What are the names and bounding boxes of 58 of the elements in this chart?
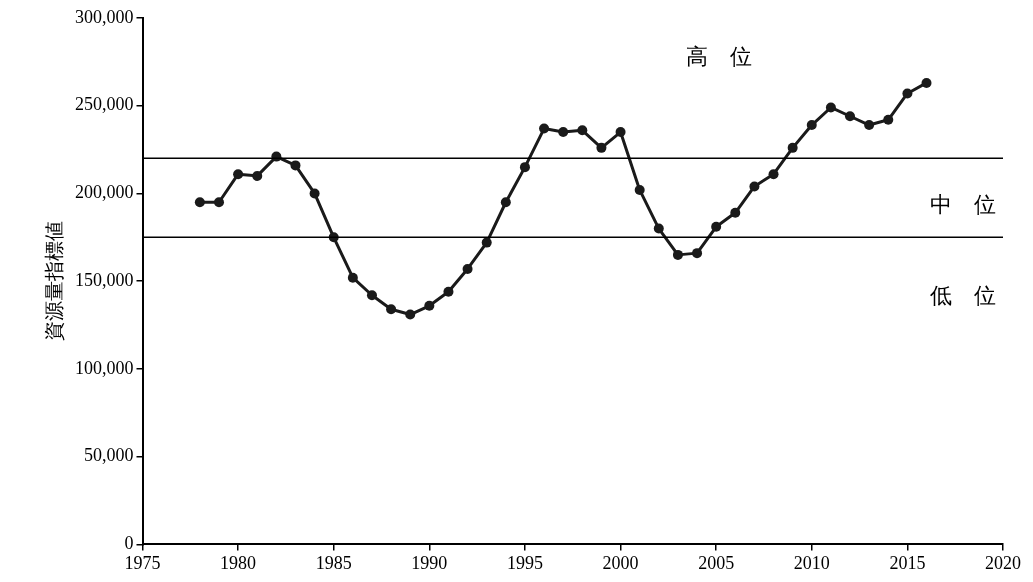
x-tick-label: 2005 [698, 552, 735, 573]
point [672, 249, 683, 260]
y-tick-label: 100,000 [75, 357, 134, 378]
x-tick-label: 2020 [985, 552, 1021, 573]
point [194, 197, 205, 208]
point [596, 142, 607, 153]
point [653, 223, 664, 234]
point [213, 197, 224, 208]
point [481, 237, 492, 248]
y-tick-label: 300,000 [75, 6, 134, 27]
point [539, 123, 550, 134]
point [500, 197, 511, 208]
y-tick-label: 250,000 [75, 94, 134, 115]
point [845, 111, 856, 122]
point [233, 169, 244, 180]
x-tick-label: 1980 [220, 552, 257, 573]
annotation: 低 位 [930, 283, 996, 309]
x-tick-label: 1975 [124, 552, 161, 573]
point [730, 207, 741, 218]
annotation: 高 位 [686, 43, 753, 69]
point [577, 125, 588, 136]
point [902, 88, 913, 99]
y-tick-label: 200,000 [75, 182, 134, 203]
x-tick-label: 2015 [889, 552, 926, 573]
point [692, 248, 703, 259]
annotation: 中 位 [930, 191, 996, 217]
point [405, 309, 416, 320]
y-tick-label: 0 [124, 533, 134, 554]
point [519, 162, 530, 173]
point [921, 77, 932, 88]
point [749, 181, 760, 192]
point [386, 304, 397, 315]
point [347, 272, 358, 283]
point [366, 290, 377, 301]
x-tick-label: 2000 [602, 552, 639, 573]
x-tick-label: 1995 [506, 552, 543, 573]
y-tick-label: 50,000 [84, 445, 134, 466]
point [558, 127, 569, 138]
y-tick-label: 150,000 [75, 269, 134, 290]
x-tick-label: 2010 [793, 552, 830, 573]
y-axis-title: 資源量指標値 [43, 221, 66, 342]
x-tick-label: 1985 [315, 552, 352, 573]
point [768, 169, 779, 180]
point [290, 160, 301, 171]
point [309, 188, 320, 199]
point [787, 142, 798, 153]
point [634, 184, 645, 195]
point [252, 170, 263, 181]
x-tick-label: 1990 [411, 552, 448, 573]
point [424, 300, 435, 311]
point [615, 127, 626, 138]
point [864, 120, 875, 131]
point [443, 286, 454, 297]
point [883, 114, 894, 125]
point [806, 120, 817, 131]
point [825, 102, 836, 113]
point [462, 263, 473, 274]
point [711, 221, 722, 232]
